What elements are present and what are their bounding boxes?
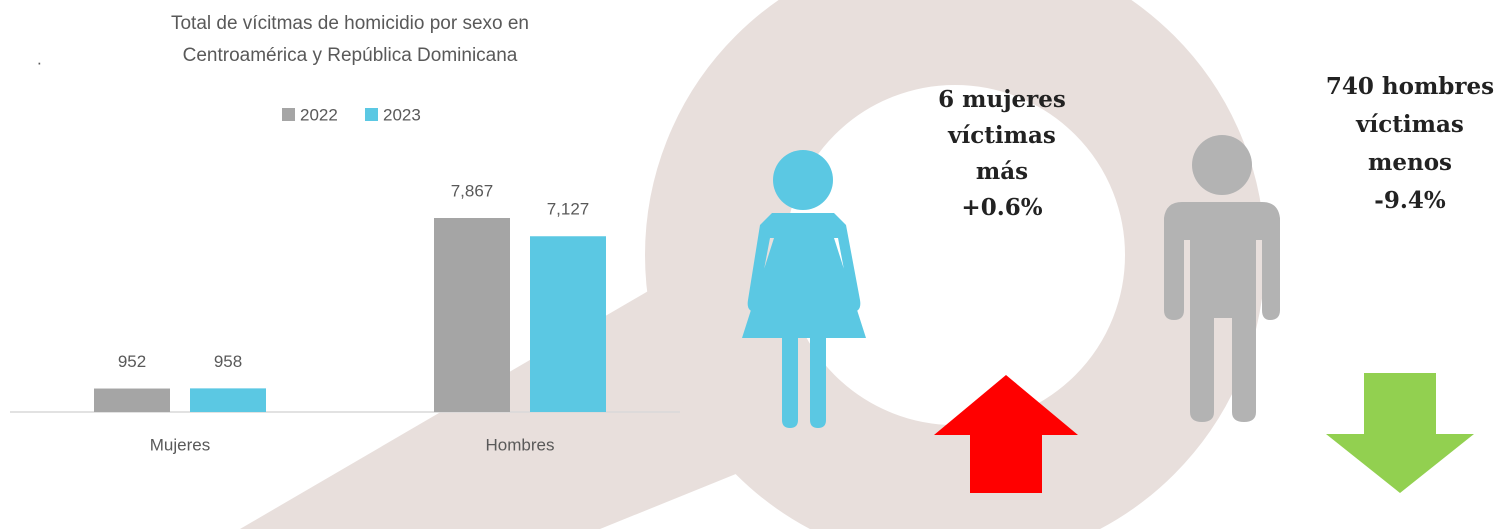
value-label: 7,867 — [451, 181, 494, 200]
bar — [530, 236, 606, 412]
man-icon — [1164, 135, 1280, 422]
bar — [94, 388, 170, 412]
callout-text: 740 hombres — [1326, 73, 1494, 100]
bar — [190, 388, 266, 412]
legend-label: 2023 — [383, 105, 421, 124]
x-tick-label: Hombres — [486, 435, 555, 454]
callout-text: menos — [1368, 149, 1452, 176]
bar — [434, 218, 510, 412]
value-label: 958 — [214, 352, 242, 371]
value-label: 7,127 — [547, 200, 590, 219]
value-label: 952 — [118, 352, 146, 371]
legend-swatch — [365, 108, 378, 121]
callout-text: +0.6% — [961, 194, 1042, 221]
legend-label: 2022 — [300, 105, 338, 124]
down-arrow — [1326, 373, 1474, 493]
woman-icon — [742, 150, 866, 428]
note: . — [37, 49, 42, 68]
callout-text: víctimas — [947, 122, 1056, 149]
up-arrow — [934, 375, 1078, 493]
callout-text: más — [976, 158, 1028, 185]
callout-text: víctimas — [1355, 111, 1464, 138]
callout-text: -9.4% — [1374, 187, 1446, 214]
legend-swatch — [282, 108, 295, 121]
callout-text: 6 mujeres — [938, 86, 1066, 113]
x-tick-label: Mujeres — [150, 435, 210, 454]
chart-title: Total de vícitmas de homicidio por sexo … — [170, 13, 529, 66]
